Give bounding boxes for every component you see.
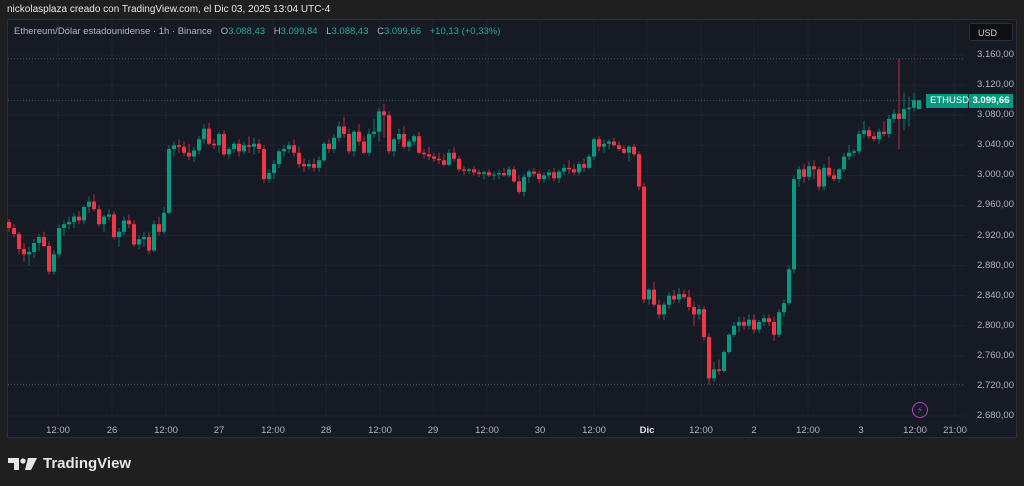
lightning-event-icon[interactable]: ⚡ xyxy=(912,402,928,418)
last-price-tag: 3.099,66 xyxy=(969,94,1013,108)
close-label: C xyxy=(377,26,384,37)
price-tick-label: 2.760,00 xyxy=(977,349,1014,361)
brand-name: TradingView xyxy=(43,455,132,472)
time-tick-label: 27 xyxy=(213,425,225,436)
price-tick-label: 2.880,00 xyxy=(977,259,1014,271)
time-tick-label: 2 xyxy=(751,425,757,436)
price-tick-label: 2.920,00 xyxy=(977,229,1014,241)
symbol-description: Ethereum/Dólar estadounidense · 1h · Bin… xyxy=(14,26,213,37)
open-label: O xyxy=(220,26,229,37)
time-tick-label: 29 xyxy=(427,425,439,436)
time-tick-label: 12:00 xyxy=(582,425,606,436)
time-tick-label: 12:00 xyxy=(368,425,392,436)
price-tick-label: 2.800,00 xyxy=(977,319,1014,331)
time-tick-label: 12:00 xyxy=(903,425,927,436)
time-tick-label: 12:00 xyxy=(261,425,285,436)
price-tick-label: 3.080,00 xyxy=(977,109,1014,121)
close-value: 3.099,66 xyxy=(384,26,421,37)
price-tick-label: 2.960,00 xyxy=(977,199,1014,211)
time-tick-label: 12:00 xyxy=(796,425,820,436)
price-tick-label: 3.000,00 xyxy=(977,169,1014,181)
time-tick-label: 21:00 xyxy=(943,425,967,436)
time-tick-label: 12:00 xyxy=(475,425,499,436)
symbol-legend: Ethereum/Dólar estadounidense · 1h · Bin… xyxy=(14,26,500,37)
price-tick-label: 2.840,00 xyxy=(977,289,1014,301)
symbol-price-tag: ETHUSD xyxy=(926,94,969,108)
time-tick-label: 26 xyxy=(106,425,118,436)
time-tick-label: Dic xyxy=(639,425,655,436)
currency-button[interactable]: USD xyxy=(969,23,1013,41)
price-tick-label: 3.160,00 xyxy=(977,49,1014,60)
price-tick-label: 2.720,00 xyxy=(977,379,1014,391)
price-tick-label: 2.680,00 xyxy=(977,410,1014,421)
change-value: +10,13 (+0,33%) xyxy=(429,26,501,37)
time-tick-label: 28 xyxy=(320,425,332,436)
frame-edge xyxy=(1017,19,1024,438)
high-label: H xyxy=(273,26,281,37)
time-tick-label: 3 xyxy=(858,425,864,436)
time-tick-label: 12:00 xyxy=(154,425,178,436)
open-value: 3.088,43 xyxy=(228,26,266,37)
chart-frame xyxy=(7,19,1017,438)
time-tick-label: 12:00 xyxy=(46,425,70,436)
price-tick-label: 3.120,00 xyxy=(977,79,1014,91)
price-tick-label: 3.040,00 xyxy=(977,139,1014,151)
low-label: L xyxy=(326,26,332,37)
time-tick-label: 30 xyxy=(534,425,546,436)
time-tick-label: 12:00 xyxy=(689,425,713,436)
tradingview-logo-icon xyxy=(8,457,37,470)
high-value: 3.099,84 xyxy=(280,26,318,37)
chart-credit: nickolasplaza creado con TradingView.com… xyxy=(7,4,331,15)
low-value: 3.088,43 xyxy=(331,26,369,37)
tradingview-logo: TradingView xyxy=(8,455,131,472)
